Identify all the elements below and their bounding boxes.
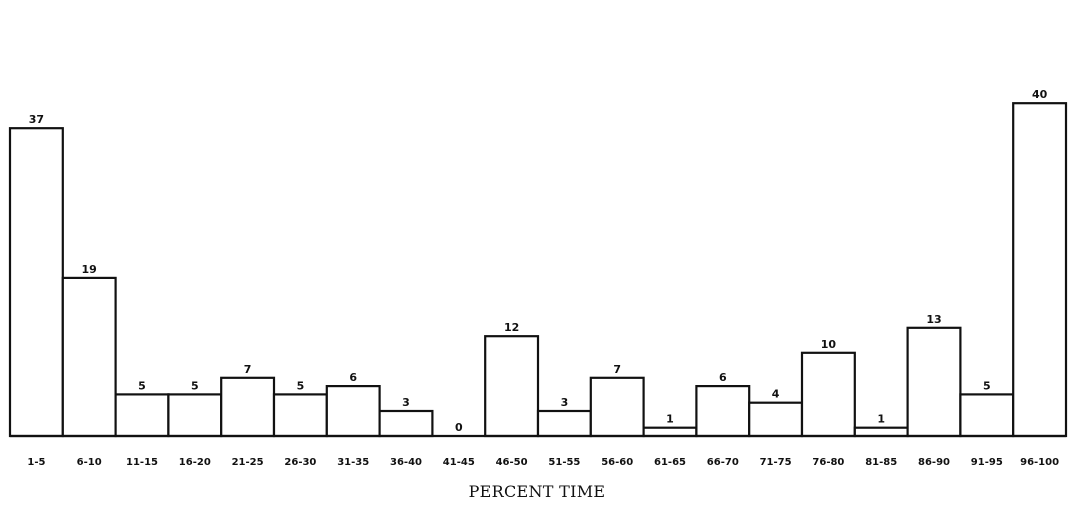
value-label-31-35: 6 [349, 371, 357, 384]
tick-label-11-15: 11-15 [126, 457, 158, 468]
tick-label-91-95: 91-95 [971, 457, 1003, 468]
bar-11-15 [114, 393, 170, 438]
value-label-71-75: 4 [772, 388, 780, 401]
bar-21-25 [220, 376, 276, 438]
value-label-51-55: 3 [561, 396, 569, 409]
tick-label-86-90: 86-90 [918, 457, 950, 468]
bar-86-90 [906, 326, 962, 438]
tick-label-56-60: 56-60 [601, 457, 633, 468]
tick-label-76-80: 76-80 [812, 457, 844, 468]
value-label-76-80: 10 [821, 338, 837, 351]
tick-label-71-75: 71-75 [760, 457, 792, 468]
bar-81-85 [853, 426, 909, 438]
value-label-81-85: 1 [877, 413, 885, 426]
bar-26-30 [272, 393, 328, 438]
x-axis-label: PERCENT TIME [469, 482, 606, 501]
bars-layer [8, 102, 1068, 438]
bar-46-50 [484, 335, 540, 438]
tick-label-46-50: 46-50 [496, 457, 528, 468]
value-label-56-60: 7 [613, 363, 621, 376]
value-label-1-5: 37 [29, 113, 44, 126]
value-label-91-95: 5 [983, 379, 991, 392]
bar-6-10 [61, 276, 117, 438]
bar-91-95 [959, 393, 1015, 438]
value-label-36-40: 3 [402, 396, 410, 409]
value-label-21-25: 7 [244, 363, 252, 376]
value-label-66-70: 6 [719, 371, 727, 384]
tick-label-21-25: 21-25 [232, 457, 264, 468]
bar-36-40 [378, 409, 434, 438]
tick-label-36-40: 36-40 [390, 457, 422, 468]
tick-label-16-20: 16-20 [179, 457, 211, 468]
value-label-26-30: 5 [297, 379, 305, 392]
bar-66-70 [695, 385, 751, 438]
bar-61-65 [642, 426, 698, 438]
bar-16-20 [167, 393, 223, 438]
value-label-61-65: 1 [666, 413, 674, 426]
bar-96-100 [1012, 102, 1068, 438]
value-label-11-15: 5 [138, 379, 146, 392]
value-label-46-50: 12 [504, 321, 519, 334]
bar-76-80 [800, 351, 856, 438]
bar-31-35 [325, 385, 381, 438]
value-label-6-10: 19 [82, 263, 97, 276]
value-label-86-90: 13 [926, 313, 941, 326]
tick-label-81-85: 81-85 [865, 457, 897, 468]
bar-1-5 [8, 127, 64, 438]
tick-label-51-55: 51-55 [548, 457, 580, 468]
tick-label-61-65: 61-65 [654, 457, 686, 468]
bar-56-60 [589, 376, 645, 438]
tick-labels-layer: 1-5 6-10 11-15 16-20 21-25 26-30 31-35 36-40 41-… [27, 457, 1059, 468]
tick-label-1-5: 1-5 [27, 457, 45, 468]
value-label-16-20: 5 [191, 379, 199, 392]
value-label-41-45: 0 [455, 421, 463, 434]
bar-51-55 [536, 409, 592, 438]
tick-label-31-35: 31-35 [337, 457, 369, 468]
tick-label-66-70: 66-70 [707, 457, 739, 468]
tick-label-96-100: 96-100 [1020, 457, 1059, 468]
tick-label-26-30: 26-30 [284, 457, 316, 468]
bar-71-75 [748, 401, 804, 438]
tick-label-41-45: 41-45 [443, 457, 475, 468]
tick-label-6-10: 6-10 [77, 457, 102, 468]
value-label-96-100: 40 [1032, 88, 1048, 101]
